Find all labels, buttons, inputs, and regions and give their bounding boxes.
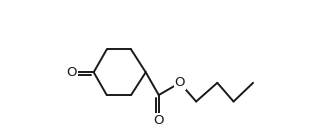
Text: O: O [66, 66, 77, 79]
Text: O: O [175, 76, 185, 89]
Text: O: O [154, 114, 164, 127]
